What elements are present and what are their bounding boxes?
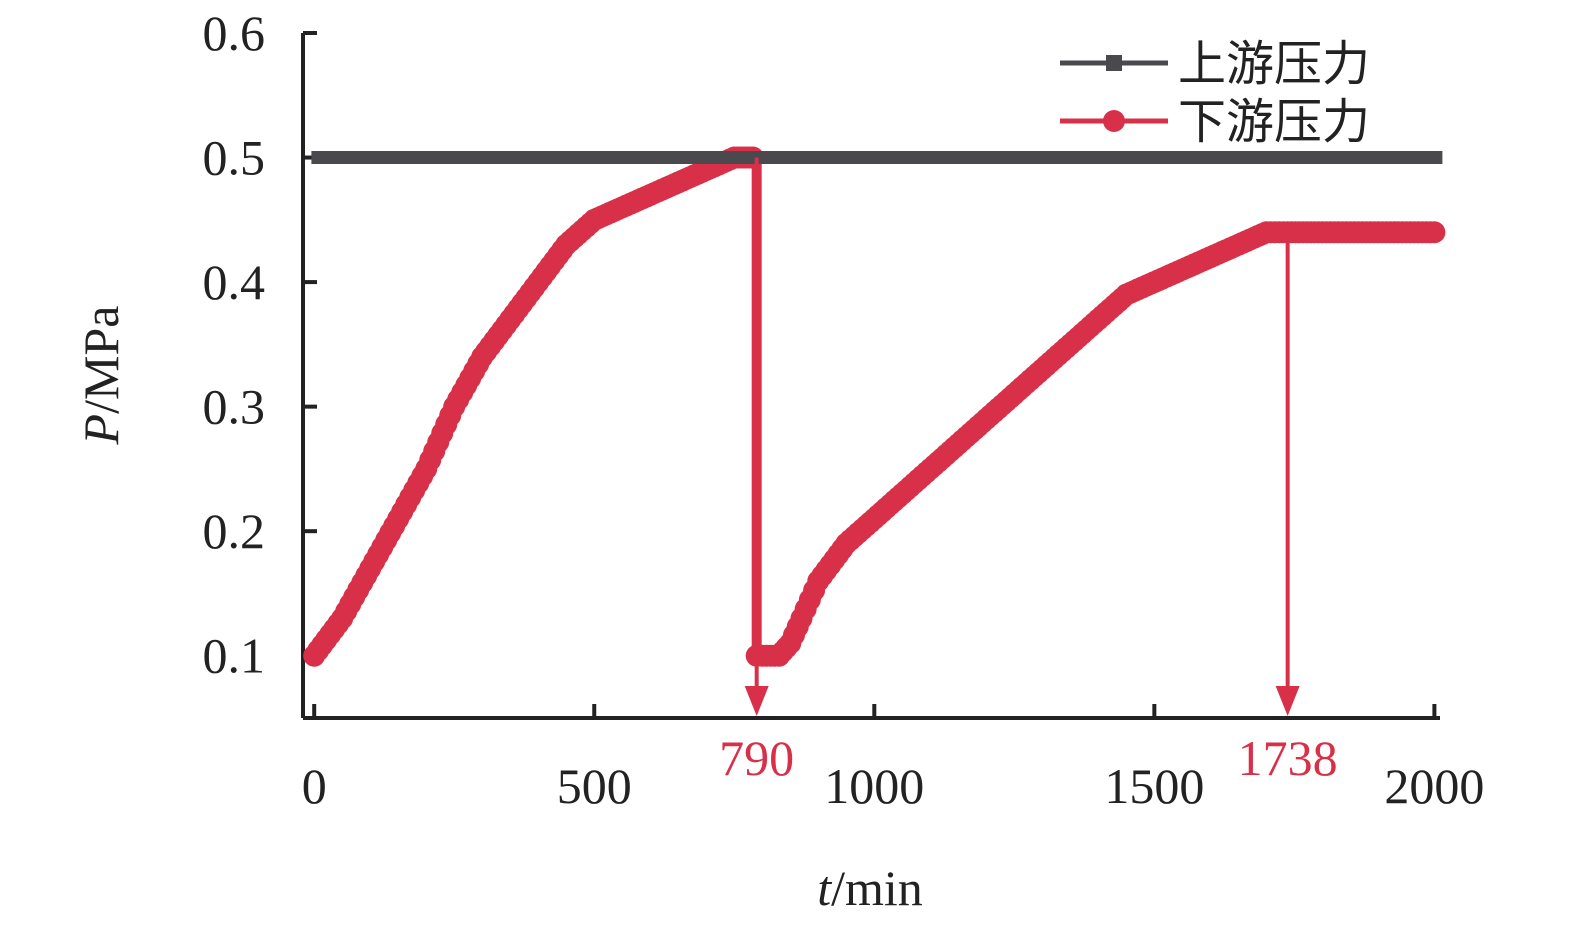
downstream-marker xyxy=(1423,221,1446,244)
y-tick-label: 0.2 xyxy=(203,503,266,559)
x-tick-label: 1500 xyxy=(1104,758,1204,814)
x-axis-title-unit: /min xyxy=(831,860,923,916)
annotation-arrow-790: 790 xyxy=(719,157,794,786)
x-tick-label: 500 xyxy=(557,758,632,814)
annotation-arrow-1738: 1738 xyxy=(1238,232,1338,786)
annotation-label: 1738 xyxy=(1238,730,1338,786)
legend-item: 上游压力 xyxy=(1060,38,1370,91)
y-axis-title: P/MPa xyxy=(73,306,129,446)
x-tick-label: 0 xyxy=(302,758,327,814)
y-axis-title-unit: /MPa xyxy=(73,306,129,414)
legend-marker-circle xyxy=(1103,110,1125,132)
arrow-head xyxy=(1275,686,1300,716)
axes: 0.1 0.2 0.3 0.4 0.5 0.6 0 500 1000 1500 2000 xyxy=(203,5,1485,814)
y-tick-label: 0.1 xyxy=(203,628,266,684)
x-tick-label: 2000 xyxy=(1384,758,1484,814)
y-axis-title-symbol: P xyxy=(73,414,129,446)
legend-item: 下游压力 xyxy=(1060,96,1370,149)
arrow-head xyxy=(744,686,769,716)
x-axis-title: t/min xyxy=(817,860,923,916)
x-tick-label: 1000 xyxy=(824,758,924,814)
series-layer xyxy=(303,146,1446,667)
series-downstream xyxy=(303,146,1446,667)
legend-marker-square xyxy=(1106,55,1122,71)
y-tick-label: 0.6 xyxy=(203,5,266,61)
y-tick-label: 0.4 xyxy=(203,254,266,310)
annotation-label: 790 xyxy=(719,730,794,786)
legend-label: 下游压力 xyxy=(1178,96,1370,149)
y-tick-label: 0.5 xyxy=(203,130,266,186)
y-tick-label: 0.3 xyxy=(203,379,266,435)
annotation-layer: 790 1738 xyxy=(719,157,1338,786)
x-axis-title-symbol: t xyxy=(817,860,832,916)
legend-label: 上游压力 xyxy=(1178,38,1370,91)
